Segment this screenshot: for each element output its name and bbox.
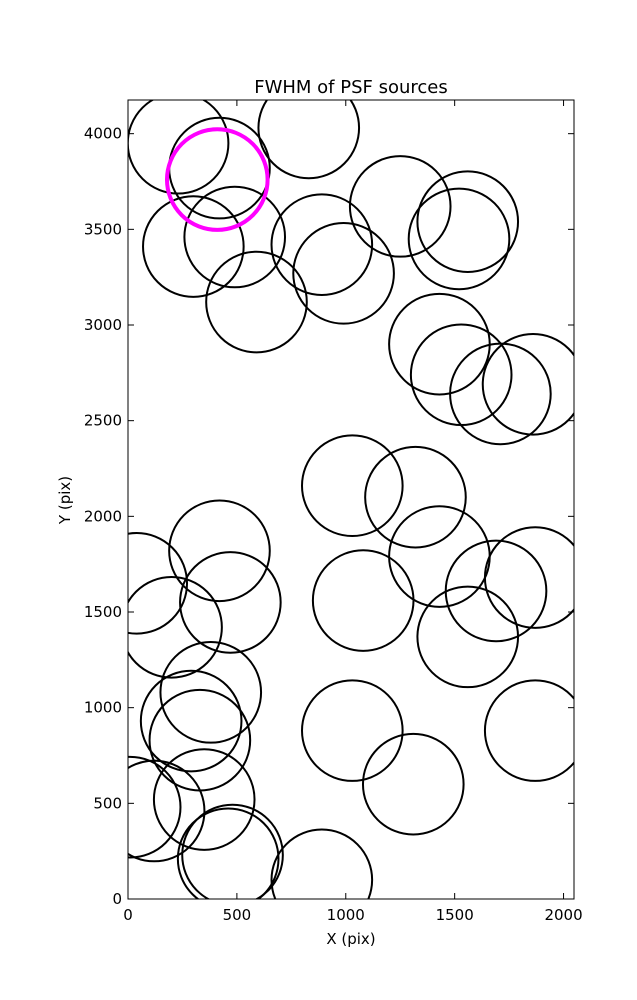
psf-source-circle: [483, 526, 574, 629]
y-tick-label: 0: [112, 890, 122, 908]
psf-source-circle: [301, 679, 404, 782]
psf-source-circle: [388, 292, 491, 396]
psf-source-circle: [301, 434, 404, 538]
psf-source-circle: [311, 549, 415, 652]
x-tick-label: 500: [223, 906, 252, 924]
y-axis: 0 500 1000 1500 2000 2500 3000 3500 4000: [84, 125, 574, 908]
y-tick-label: 4000: [84, 125, 122, 143]
psf-source-circle: [270, 828, 374, 899]
psf-source-circle: [142, 195, 245, 298]
psf-source-circle: [205, 250, 308, 354]
psf-source-circle: [407, 187, 511, 291]
y-tick-label: 3000: [84, 316, 122, 334]
psf-source-circle: [181, 803, 284, 899]
psf-source-circle: [416, 585, 520, 689]
y-tick-label: 2500: [84, 412, 122, 430]
psf-source-circle: [364, 445, 467, 549]
psf-source-circle: [361, 732, 465, 836]
y-tick-label: 500: [93, 794, 122, 812]
x-axis-label: X (pix): [326, 930, 375, 948]
x-axis: 0 500 1000 1500 2000: [123, 100, 583, 924]
x-tick-label: 1000: [327, 906, 365, 924]
highlighted-source-circle: [164, 127, 270, 232]
psf-source-circle: [257, 100, 361, 180]
psf-source-circle: [128, 759, 206, 863]
psf-source-circle: [152, 748, 256, 851]
y-tick-label: 1000: [84, 699, 122, 717]
psf-source-circle: [449, 342, 552, 446]
x-tick-label: 2000: [544, 906, 582, 924]
psf-source-circle: [159, 641, 263, 744]
psf-source-circle: [128, 100, 230, 195]
psf-source-circle: [128, 755, 182, 859]
plot-frame: [127, 99, 575, 900]
y-tick-label: 2000: [84, 507, 122, 525]
y-tick-label: 3500: [84, 220, 122, 238]
psf-source-circle: [409, 323, 513, 427]
psf-source-circle: [444, 539, 548, 643]
psf-source-circle: [183, 185, 287, 289]
y-axis-label: Y (pix): [56, 476, 74, 525]
plot-markers: [128, 100, 574, 899]
psf-source-circle: [139, 669, 243, 773]
psf-source-circle: [179, 551, 282, 654]
psf-source-circle: [176, 807, 280, 899]
psf-source-circle: [388, 505, 491, 608]
psf-source-circle: [168, 499, 271, 603]
psf-source-circle: [292, 222, 395, 325]
psf-source-circle: [483, 679, 574, 782]
psf-source-circle: [270, 193, 374, 296]
chart-title: FWHM of PSF sources: [254, 77, 448, 98]
psf-source-circle: [481, 333, 574, 436]
psf-source-circle: [128, 532, 189, 635]
x-tick-label: 1500: [436, 906, 474, 924]
x-tick-label: 0: [123, 906, 133, 924]
psf-source-circle: [128, 576, 223, 679]
psf-source-circle: [416, 170, 520, 273]
psf-source-circle: [348, 155, 452, 258]
psf-source-circle: [148, 688, 252, 792]
y-tick-label: 1500: [84, 603, 122, 621]
